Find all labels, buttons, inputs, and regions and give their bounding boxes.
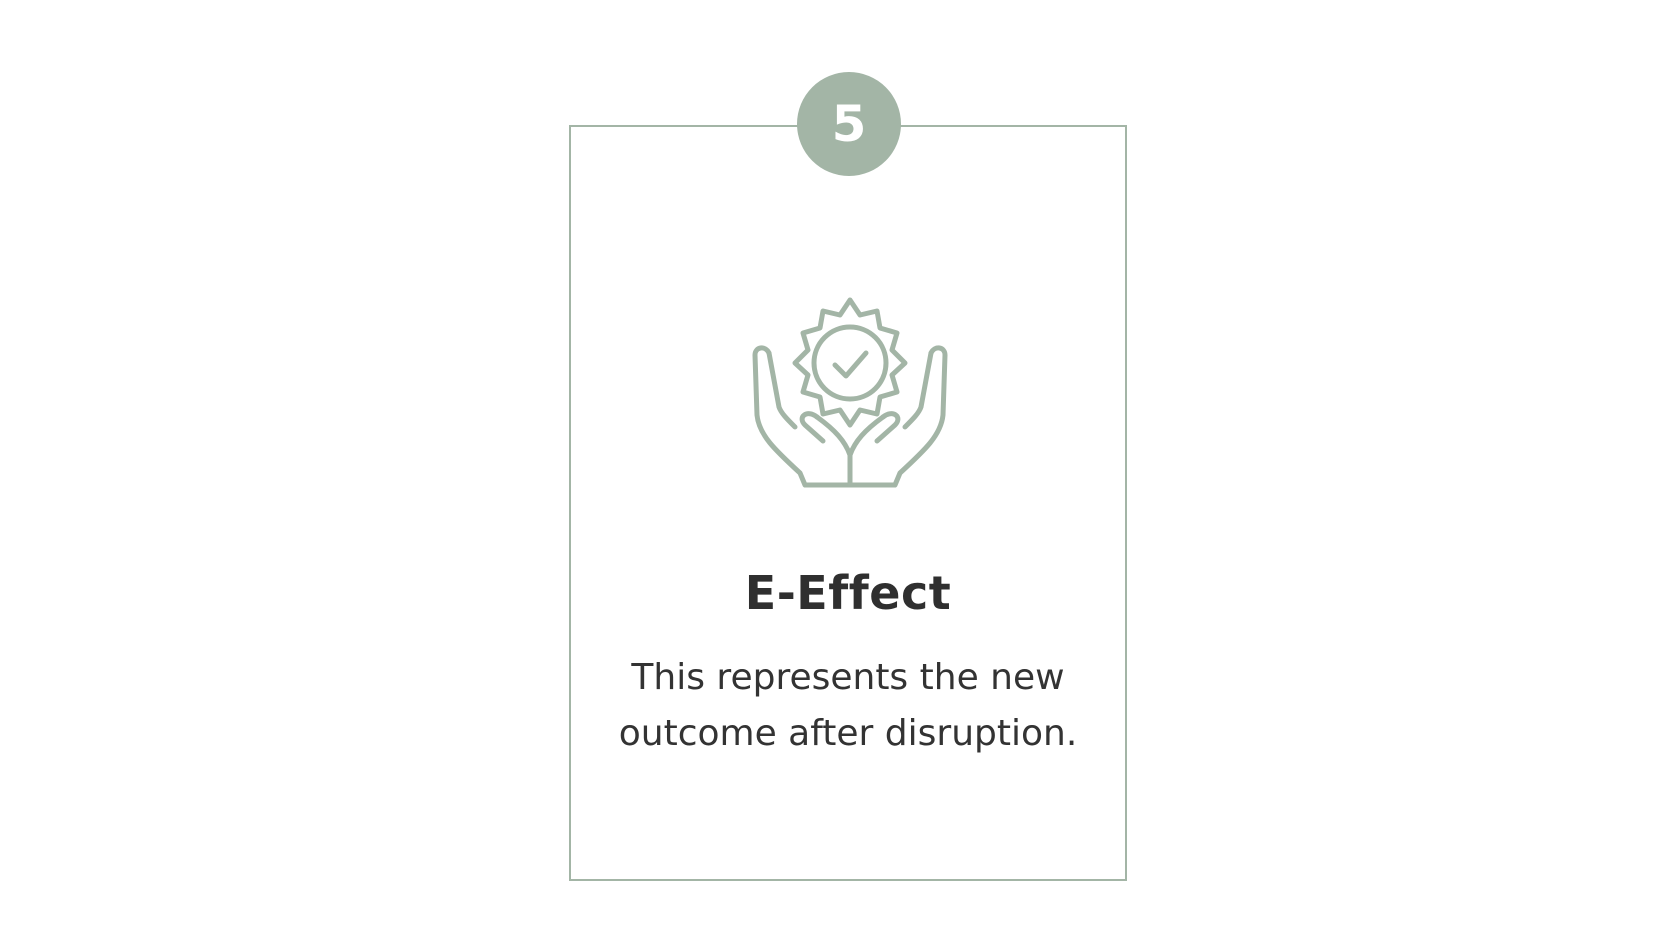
left-hand-finger [799, 411, 826, 444]
badge-outline [792, 297, 908, 428]
step-card [569, 125, 1127, 881]
step-number-badge: 5 [797, 72, 901, 176]
right-hand-inner [902, 350, 934, 430]
step-number: 5 [831, 95, 867, 153]
check-mark [832, 350, 869, 379]
badge-inner-circle [811, 324, 889, 402]
card-description-line-2: outcome after disruption. [618, 713, 1078, 754]
card-description: This represents the new outcome after di… [569, 650, 1127, 762]
right-hand-palm [847, 414, 886, 458]
left-hand-inner [766, 350, 798, 430]
left-hand [752, 345, 853, 488]
right-hand [847, 345, 948, 488]
right-hand-finger [874, 411, 901, 444]
hands-holding-badge-check-icon [745, 295, 955, 505]
card-description-line-1: This represents the new [631, 657, 1065, 698]
card-title: E-Effect [744, 566, 952, 620]
